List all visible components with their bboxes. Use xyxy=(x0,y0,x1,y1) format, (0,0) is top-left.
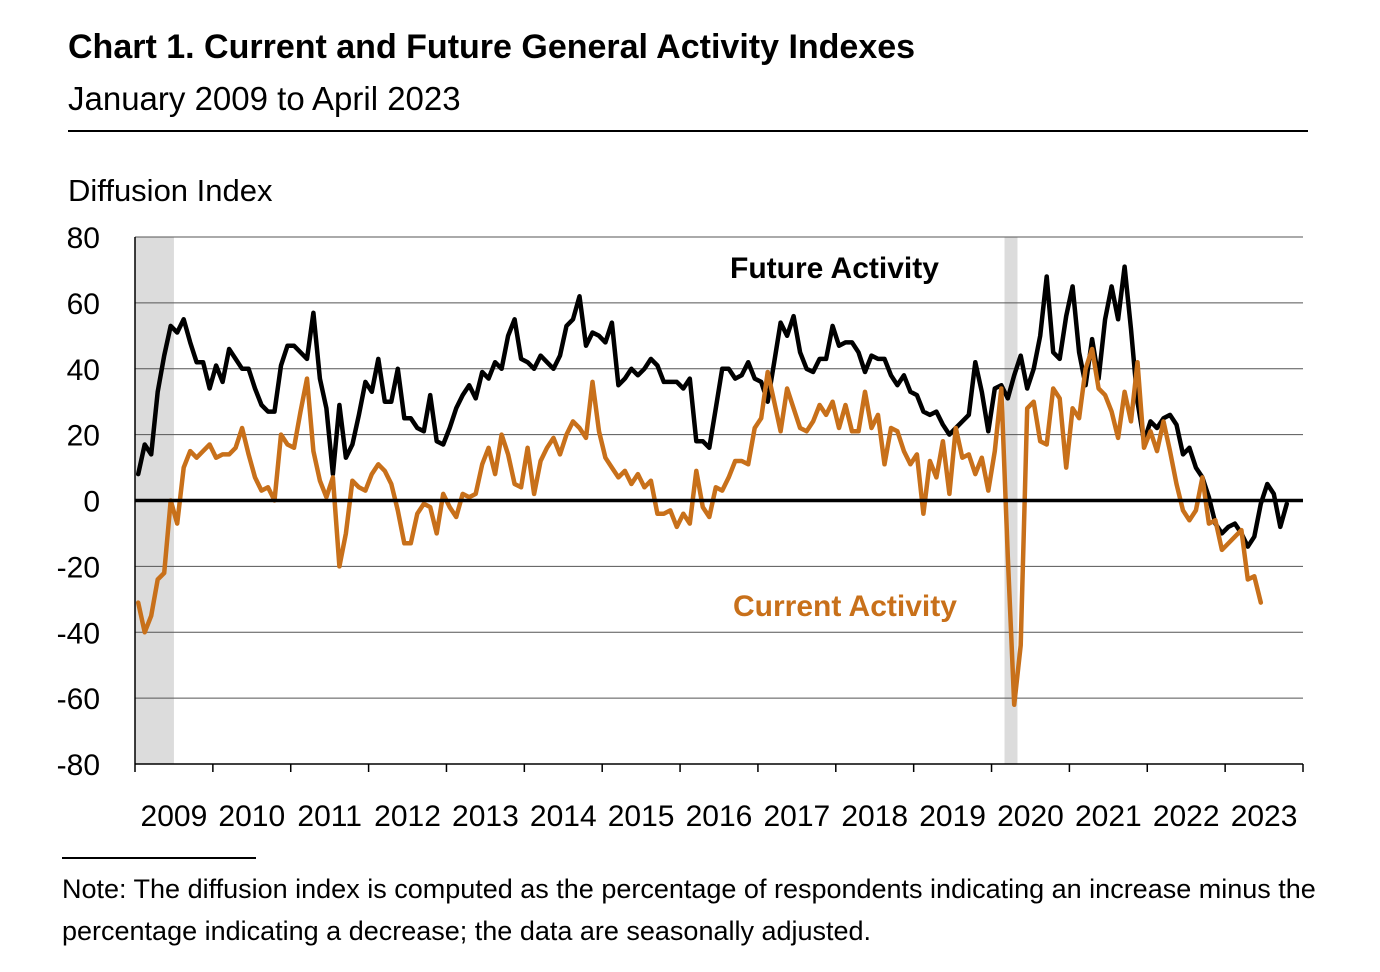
x-tick-label: 2011 xyxy=(297,800,362,833)
series-label-future-activity: Future Activity xyxy=(730,252,939,285)
x-tick-label: 2023 xyxy=(1231,800,1298,833)
chart-subtitle: January 2009 to April 2023 xyxy=(68,80,461,117)
x-tick-label: 2010 xyxy=(218,800,285,833)
x-tick-label: 2009 xyxy=(141,800,208,833)
x-tick-label: 2018 xyxy=(841,800,908,833)
y-tick-label: 0 xyxy=(83,486,100,519)
y-tick-label: 80 xyxy=(67,222,100,255)
title-divider xyxy=(68,130,1308,132)
y-axis-label: Diffusion Index xyxy=(68,173,273,208)
x-tick-label: 2021 xyxy=(1075,800,1142,833)
x-tick-label: 2019 xyxy=(919,800,986,833)
x-tick-label: 2022 xyxy=(1153,800,1220,833)
x-tick-label: 2020 xyxy=(997,800,1064,833)
x-tick-label: 2013 xyxy=(452,800,519,833)
x-tick-label: 2015 xyxy=(608,800,675,833)
tick-labels: 80 60 40 20 0 -20 -40 -60 -80 2009 2010 2011 2012 201… xyxy=(57,222,1298,833)
axes xyxy=(134,237,1304,772)
y-tick-label: 60 xyxy=(67,288,100,321)
y-tick-label: -20 xyxy=(57,551,100,584)
x-tick-label: 2017 xyxy=(763,800,830,833)
y-tick-label: -80 xyxy=(57,749,100,782)
chart-title: Chart 1. Current and Future General Acti… xyxy=(68,28,916,66)
series-line-current-activity xyxy=(135,346,1264,707)
series-lines xyxy=(135,264,1290,707)
chart-note: Note: The diffusion index is computed as… xyxy=(62,874,1316,946)
y-tick-label: 20 xyxy=(67,420,100,453)
y-tick-label: -40 xyxy=(57,617,100,650)
x-tick-label: 2016 xyxy=(686,800,753,833)
y-tick-label: 40 xyxy=(67,354,100,387)
series-label-current-activity: Current Activity xyxy=(733,590,957,623)
y-tick-label: -60 xyxy=(57,683,100,716)
note-divider xyxy=(62,857,256,859)
x-tick-label: 2014 xyxy=(530,800,597,833)
x-tick-label: 2012 xyxy=(374,800,441,833)
